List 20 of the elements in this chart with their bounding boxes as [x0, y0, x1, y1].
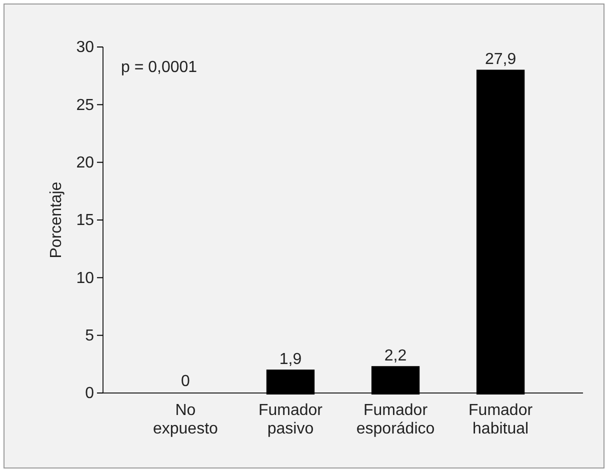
annotation: p = 0,0001	[121, 59, 198, 76]
y-tick-label: 10	[76, 270, 94, 287]
x-tick-label: Fumador habitual	[468, 402, 534, 438]
bar	[266, 370, 315, 394]
data-label: 27,9	[484, 51, 516, 68]
y-tick-label: 20	[76, 154, 94, 172]
y-tick-label: 0	[85, 385, 94, 402]
y-tick-label: 30	[76, 39, 94, 56]
data-label: 2,2	[384, 348, 407, 365]
x-tick-label: No expuesto	[152, 402, 218, 438]
y-tick-label: 25	[76, 96, 94, 114]
bar	[371, 366, 420, 394]
x-tick-label: Fumador esporádico	[356, 402, 435, 438]
x-tick-label: Fumador pasivo	[258, 402, 324, 438]
y-axis-title: Porcentaje	[48, 182, 65, 258]
y-tick-label: 5	[85, 327, 94, 344]
y-tick-label: 15	[76, 212, 94, 230]
bar	[476, 70, 525, 394]
data-label: 0	[181, 373, 190, 390]
data-label: 1,9	[279, 351, 302, 368]
